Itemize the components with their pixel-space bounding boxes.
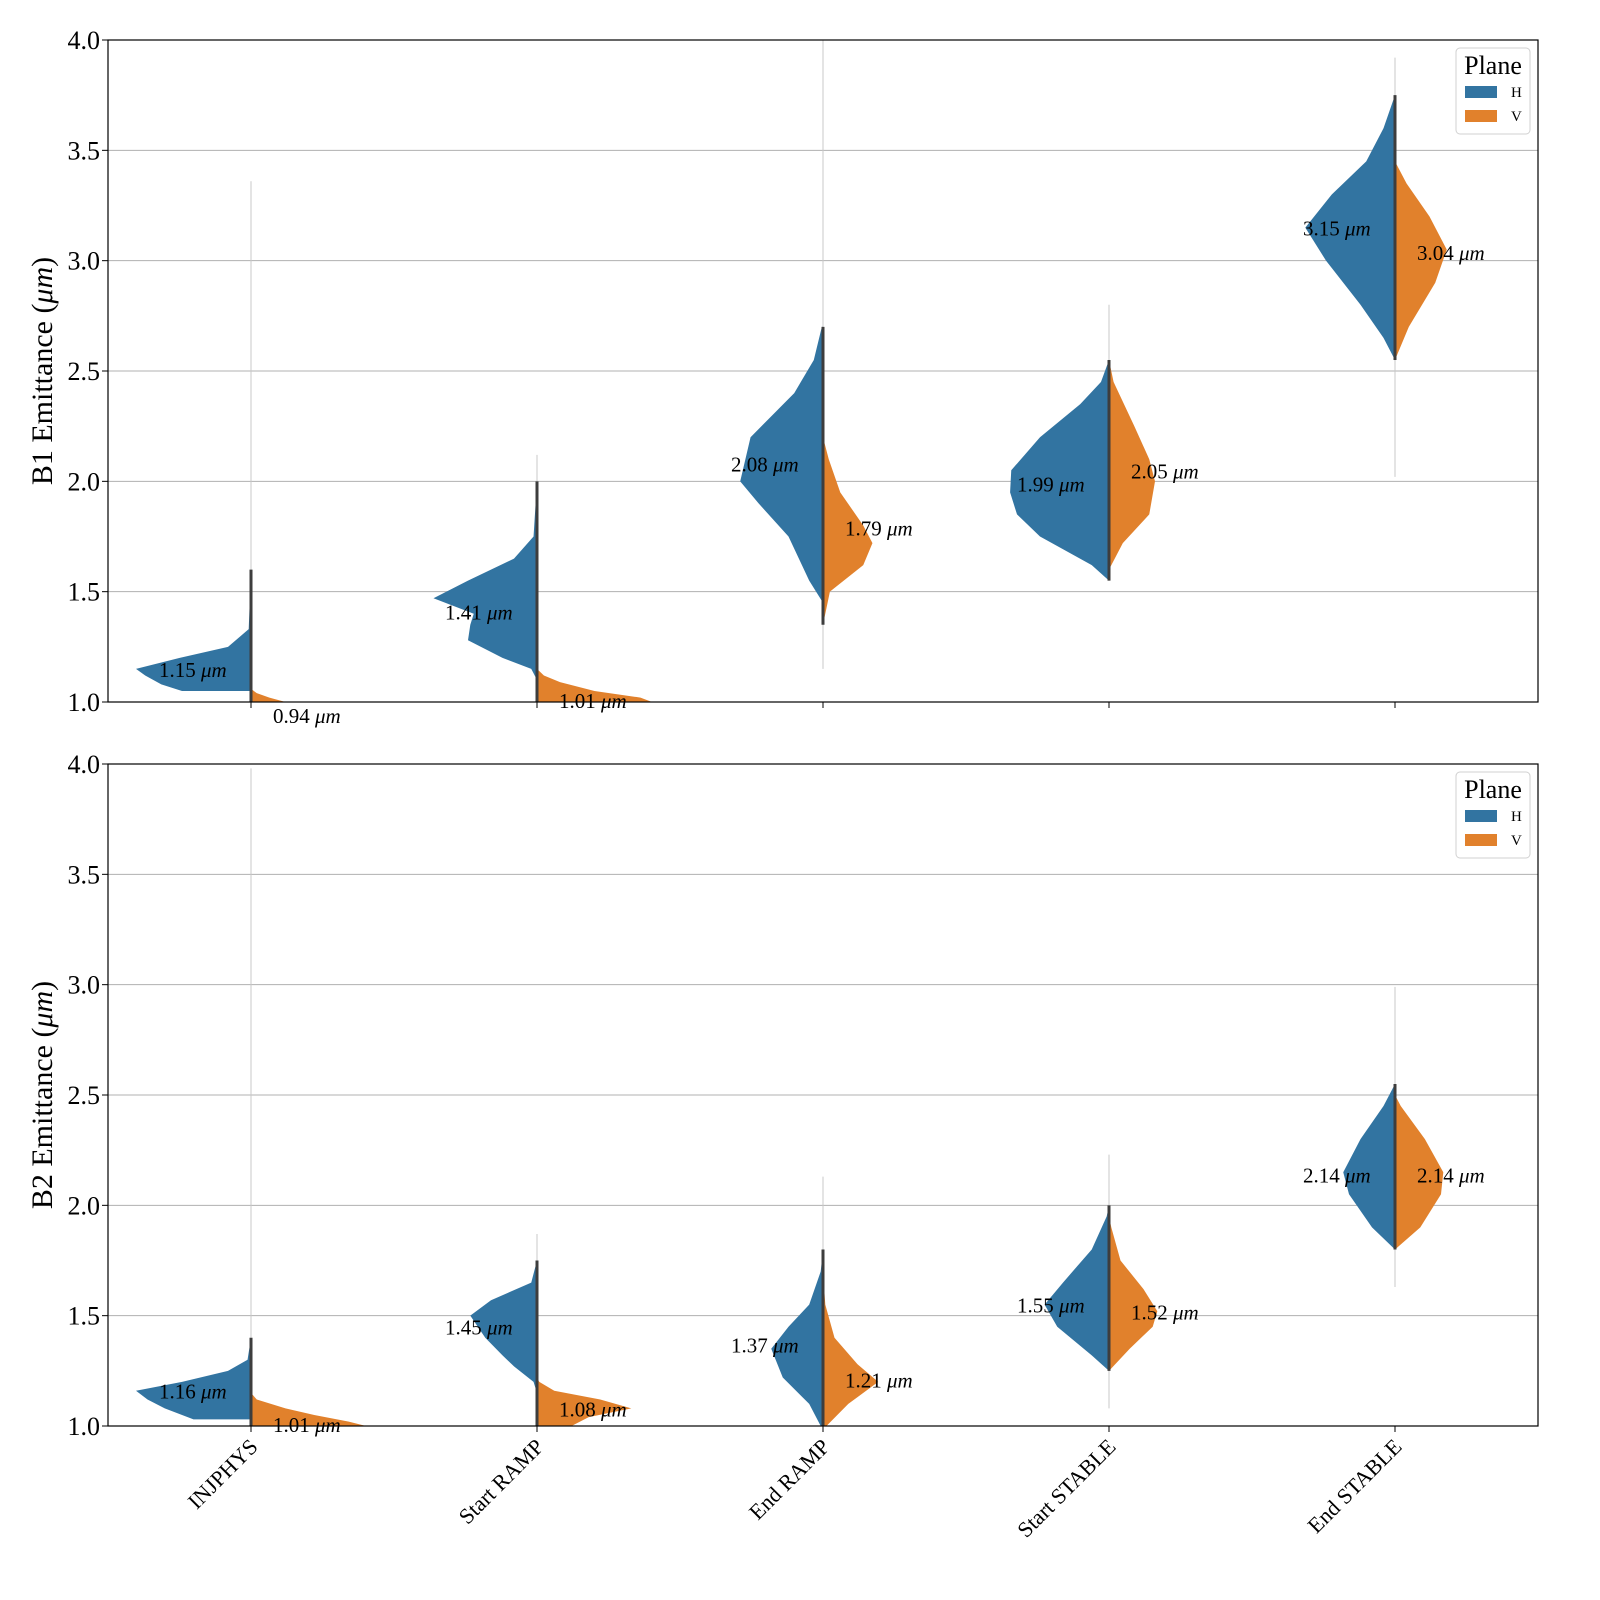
violin-half-v (1109, 359, 1155, 570)
ytick-label: 1.5 (68, 1302, 101, 1331)
median-label-v: 1.79 μm (845, 517, 913, 541)
median-label-v: 3.04 μm (1417, 241, 1485, 265)
median-label-h: 2.08 μm (731, 453, 799, 477)
legend-label-v: V (1511, 833, 1522, 849)
violin-half-v (1395, 1095, 1444, 1250)
y-axis-label: B1 Emittance (μm) (26, 257, 59, 485)
legend-swatch-v (1465, 834, 1497, 846)
median-label-v: 0.94 μm (273, 704, 341, 728)
xtick-label: End STABLE (1302, 1434, 1406, 1538)
violin-half-v (251, 1392, 366, 1426)
violin-half-v (823, 1271, 879, 1426)
legend-swatch-v (1465, 110, 1497, 122)
median-label-v: 2.14 μm (1417, 1163, 1485, 1187)
xtick-label: Start STABLE (1012, 1434, 1120, 1542)
violin-half-h (136, 1337, 251, 1420)
panel-b2: 1.0 1.5 2.0 2.5 3.0 3.5 4.0 B2 Emittance (μm) 1.… (26, 750, 1539, 1542)
violin-group-end-ramp: 2.08 μm 1.79 μm (731, 40, 913, 669)
legend-label-v: V (1511, 109, 1522, 125)
ytick-label: 2.0 (68, 1191, 101, 1220)
median-label-h: 2.14 μm (1303, 1163, 1371, 1187)
ytick-label: 3.5 (68, 860, 101, 889)
ytick-label: 3.0 (68, 971, 101, 1000)
median-label-v: 1.21 μm (845, 1369, 913, 1393)
median-label-h: 1.55 μm (1017, 1294, 1085, 1318)
violin-half-h (1044, 1205, 1109, 1371)
violin-group-injphys: 1.16 μm 1.01 μm (136, 768, 366, 1437)
ytick-label: 2.0 (68, 467, 101, 496)
ytick-label: 1.5 (68, 578, 101, 607)
violin-half-h (136, 569, 251, 691)
ytick-label: 2.5 (68, 357, 101, 386)
violin-half-h (740, 326, 823, 603)
violin-group-injphys: 1.15 μm 0.94 μm (136, 181, 341, 728)
ytick-label: 4.0 (68, 750, 101, 779)
legend-swatch-h (1465, 86, 1497, 98)
panel-b1: 1.0 1.5 2.0 2.5 3.0 3.5 4.0 B1 Emittance (μm) 1.… (26, 26, 1539, 728)
ytick-label: 1.0 (68, 688, 101, 717)
violin-group-start-stable: 1.99 μm 2.05 μm (1010, 304, 1199, 581)
violin-half-v (537, 1377, 632, 1426)
violin-half-h (1343, 1083, 1395, 1250)
violin-half-v (251, 688, 286, 702)
violin-group-end-ramp: 1.37 μm 1.21 μm (731, 1176, 913, 1426)
median-label-v: 1.08 μm (559, 1397, 627, 1421)
y-axis-label: B2 Emittance (μm) (26, 981, 59, 1209)
ytick-label: 4.0 (68, 26, 101, 55)
violin-half-v (537, 668, 652, 702)
median-label-h: 1.37 μm (731, 1333, 799, 1357)
violin-half-v (823, 437, 873, 625)
ytick-label: 2.5 (68, 1081, 101, 1110)
axes-frame (107, 39, 1539, 703)
violin-half-h (433, 481, 537, 680)
median-label-h: 1.45 μm (445, 1316, 513, 1340)
violin-group-end-stable: 3.15 μm 3.04 μm (1303, 57, 1485, 477)
legend-label-h: H (1511, 809, 1522, 825)
median-label-v: 2.05 μm (1131, 459, 1199, 483)
violin-half-h (1010, 359, 1109, 581)
median-label-h: 1.99 μm (1017, 473, 1085, 497)
median-label-h: 1.15 μm (159, 658, 227, 682)
xtick-label: End RAMP (744, 1434, 835, 1525)
legend: Plane HV (1455, 771, 1531, 859)
median-label-h: 1.41 μm (445, 601, 513, 625)
violin-half-h (1305, 95, 1395, 360)
ytick-label: 3.5 (68, 136, 101, 165)
legend-label-h: H (1511, 85, 1522, 101)
violin-half-v (1395, 161, 1447, 360)
legend-swatch-h (1465, 810, 1497, 822)
median-label-v: 1.01 μm (273, 1413, 341, 1437)
xtick-label: Start RAMP (453, 1434, 548, 1529)
axes-frame (107, 763, 1539, 1427)
ytick-label: 1.0 (68, 1412, 101, 1441)
violin-group-end-stable: 2.14 μm 2.14 μm (1303, 986, 1485, 1287)
xtick-label: INJPHYS (183, 1434, 263, 1514)
median-label-h: 3.15 μm (1303, 217, 1371, 241)
median-label-h: 1.16 μm (159, 1380, 227, 1404)
violin-half-h (470, 1260, 537, 1393)
violin-group-start-ramp: 1.45 μm 1.08 μm (445, 1234, 632, 1426)
violin-group-start-ramp: 1.41 μm 1.01 μm (433, 454, 652, 713)
violin-group-start-stable: 1.55 μm 1.52 μm (1017, 1154, 1199, 1409)
legend-title: Plane (1464, 51, 1522, 80)
ytick-label: 3.0 (68, 247, 101, 276)
violin-half-h (771, 1249, 823, 1426)
median-label-v: 1.01 μm (559, 689, 627, 713)
median-label-v: 1.52 μm (1131, 1300, 1199, 1324)
legend: Plane HV (1455, 47, 1531, 135)
violin-half-v (1109, 1216, 1158, 1371)
legend-title: Plane (1464, 775, 1522, 804)
